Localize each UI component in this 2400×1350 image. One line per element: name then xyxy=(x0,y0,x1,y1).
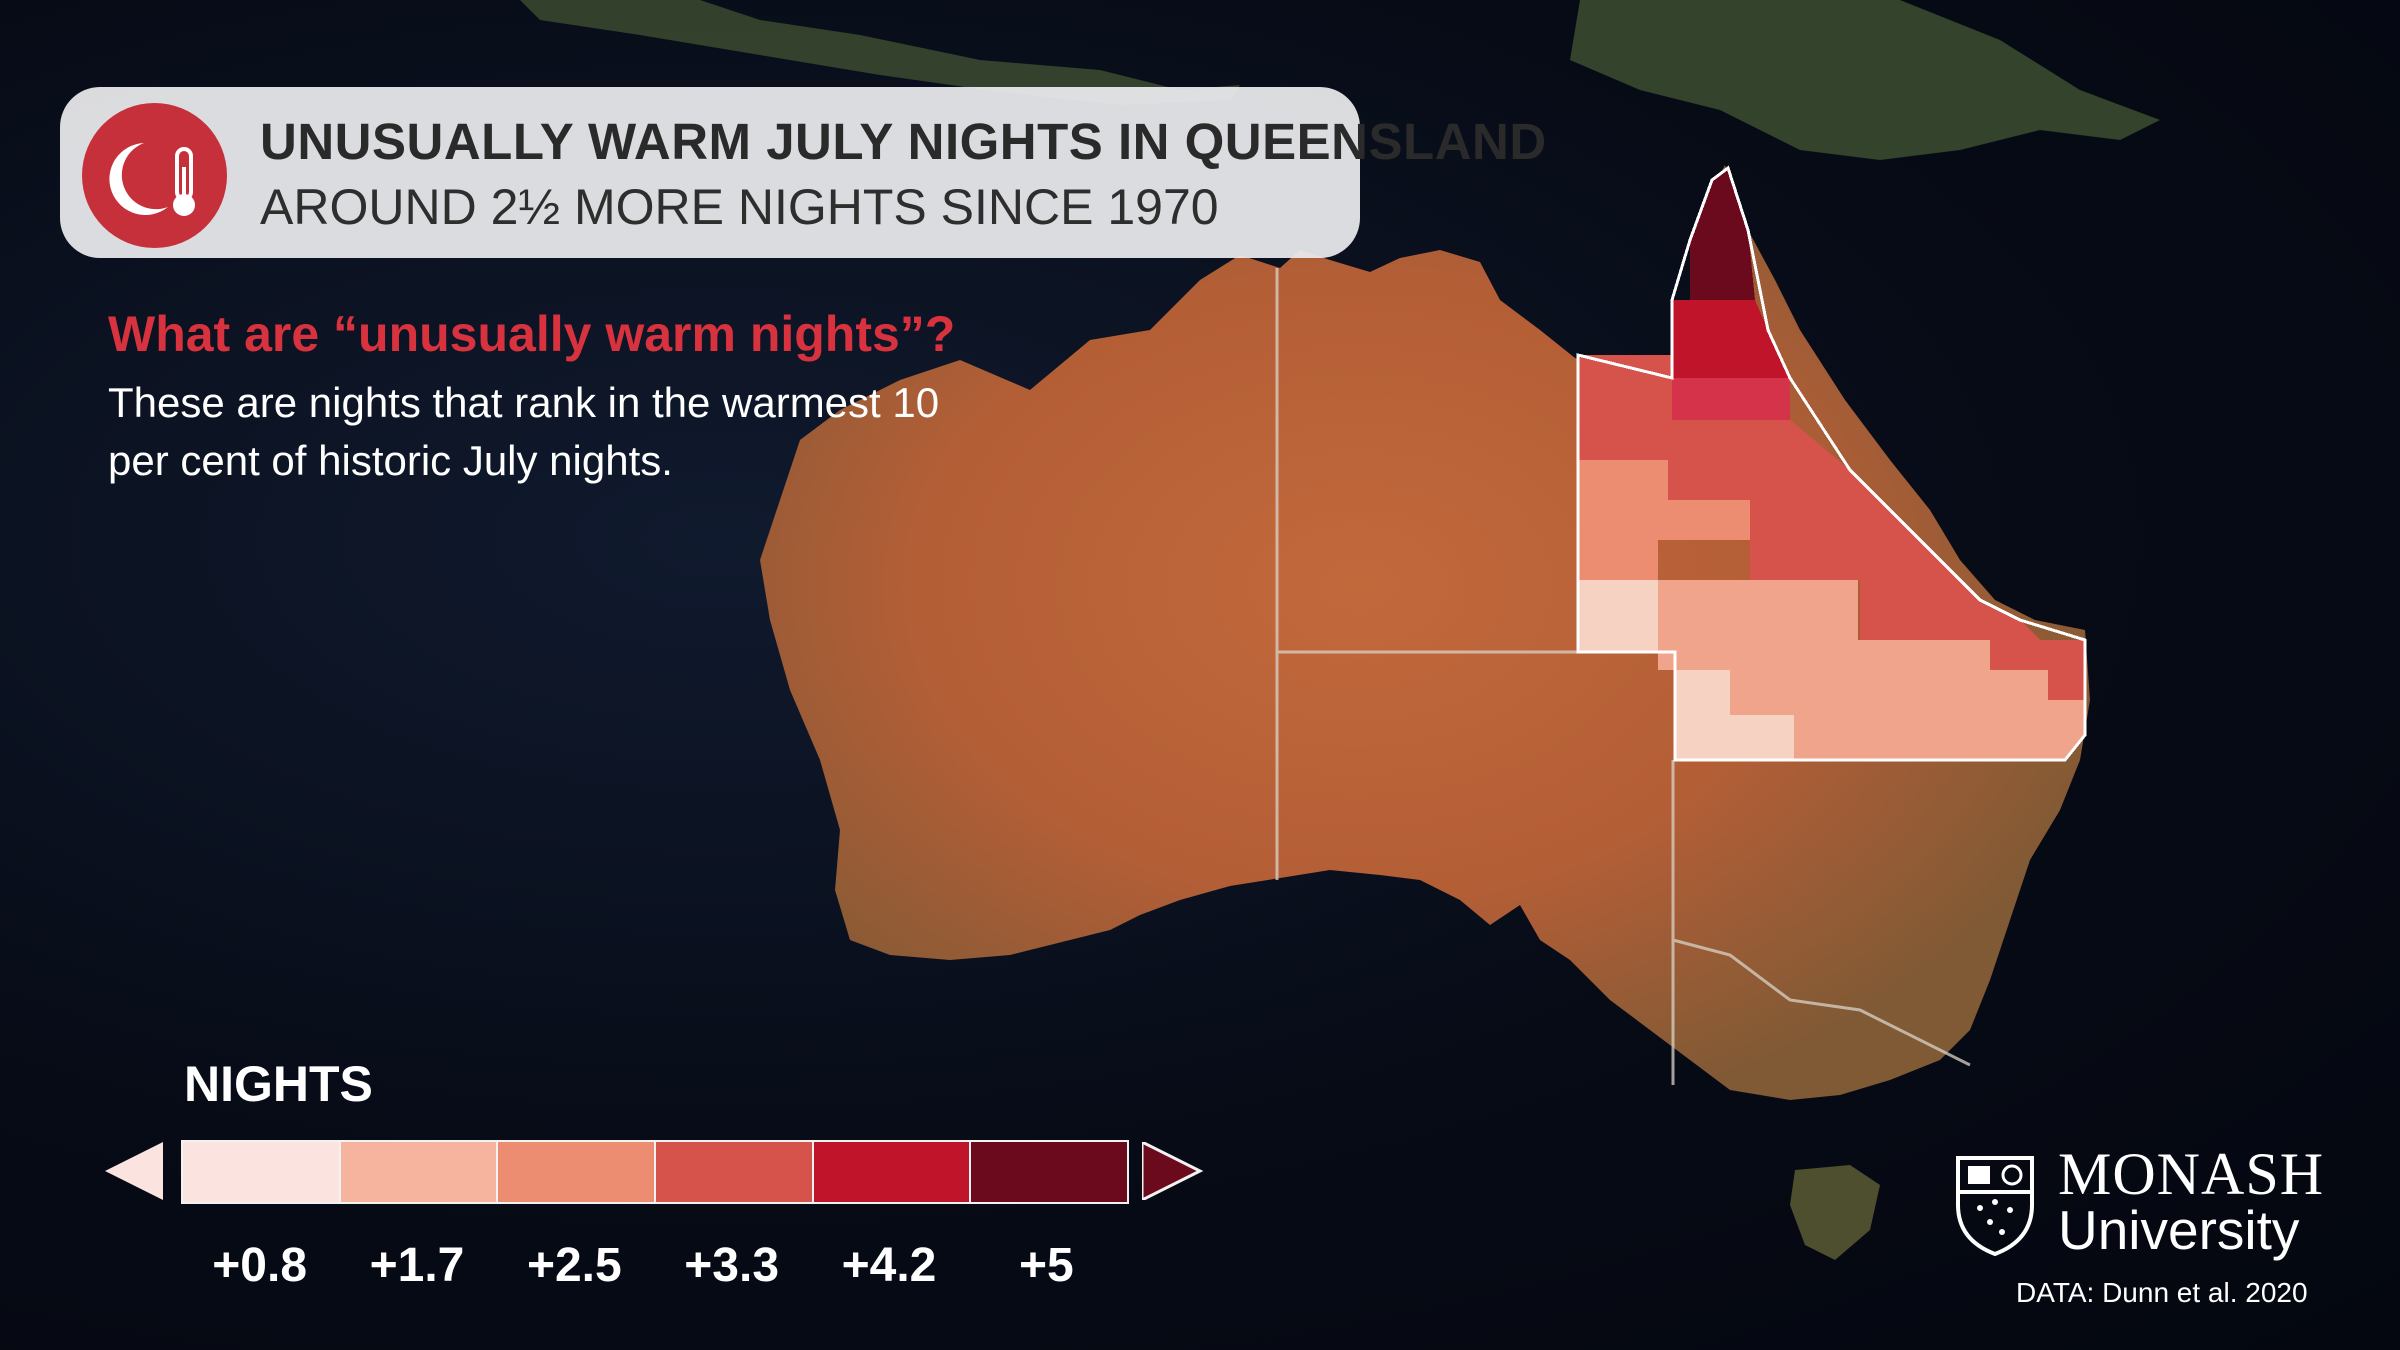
qld-cell xyxy=(1578,580,1658,652)
qld-cell xyxy=(1578,355,1672,420)
legend-above-arrow-icon xyxy=(1142,1142,1204,1200)
qld-cell xyxy=(1690,168,1755,300)
page-title: UNUSUALLY WARM JULY NIGHTS IN QUEENSLAND xyxy=(260,113,1547,170)
qld-cell xyxy=(1858,640,1990,760)
definition-question: What are “unusually warm nights”? xyxy=(108,306,956,362)
legend-swatch xyxy=(340,1142,499,1202)
queensland-outline xyxy=(1576,165,2087,762)
qld-cell xyxy=(1578,420,1790,460)
legend-swatch xyxy=(813,1142,972,1202)
qld-cell xyxy=(1990,670,2048,760)
legend-title: NIGHTS xyxy=(184,1056,373,1112)
state-borders xyxy=(1275,268,1971,1085)
tasmania-landmass xyxy=(1790,1165,1880,1260)
qld-cell xyxy=(1730,715,1794,760)
qld-cell xyxy=(1578,378,2085,700)
legend-tick-label: +1.7 xyxy=(369,1239,465,1292)
page-subtitle: AROUND 2½ MORE NIGHTS SINCE 1970 xyxy=(260,179,1219,235)
qld-cell xyxy=(1794,715,1858,760)
title-card xyxy=(60,87,1360,258)
qld-cell xyxy=(1668,500,1750,540)
qld-cell xyxy=(1672,378,1790,420)
legend-tick-label: +3.3 xyxy=(684,1239,780,1292)
legend-swatch xyxy=(656,1142,814,1202)
data-credit: DATA: Dunn et al. 2020 xyxy=(2016,1277,2308,1308)
legend-tick-label: +0.8 xyxy=(212,1239,308,1292)
logo-subword: University xyxy=(2058,1199,2300,1261)
moon-thermometer-icon xyxy=(82,103,227,248)
legend-swatch xyxy=(971,1142,1128,1202)
new-guinea-landmass xyxy=(1570,0,2160,160)
indonesia-landmass xyxy=(520,0,1240,105)
legend-swatch xyxy=(183,1142,341,1202)
logo-wordmark: MONASH xyxy=(2058,1141,2325,1207)
qld-cell xyxy=(1578,540,1658,580)
legend-tick-label: +5 xyxy=(1018,1239,1074,1292)
queensland-choropleth xyxy=(1576,165,2087,762)
legend-below-arrow-icon xyxy=(105,1142,163,1200)
qld-cell xyxy=(1672,300,1790,378)
qld-cell xyxy=(1578,460,1668,540)
qld-cell xyxy=(1658,580,1858,670)
legend-tick-label: +2.5 xyxy=(526,1239,622,1292)
definition-text: These are nights that rank in the warmes… xyxy=(108,379,940,484)
qld-cell xyxy=(1675,670,1730,760)
monash-crest-icon xyxy=(1956,1156,2034,1257)
legend-color-bar xyxy=(181,1140,1129,1204)
legend-swatch xyxy=(498,1142,657,1202)
legend-tick-label: +4.2 xyxy=(841,1239,937,1292)
